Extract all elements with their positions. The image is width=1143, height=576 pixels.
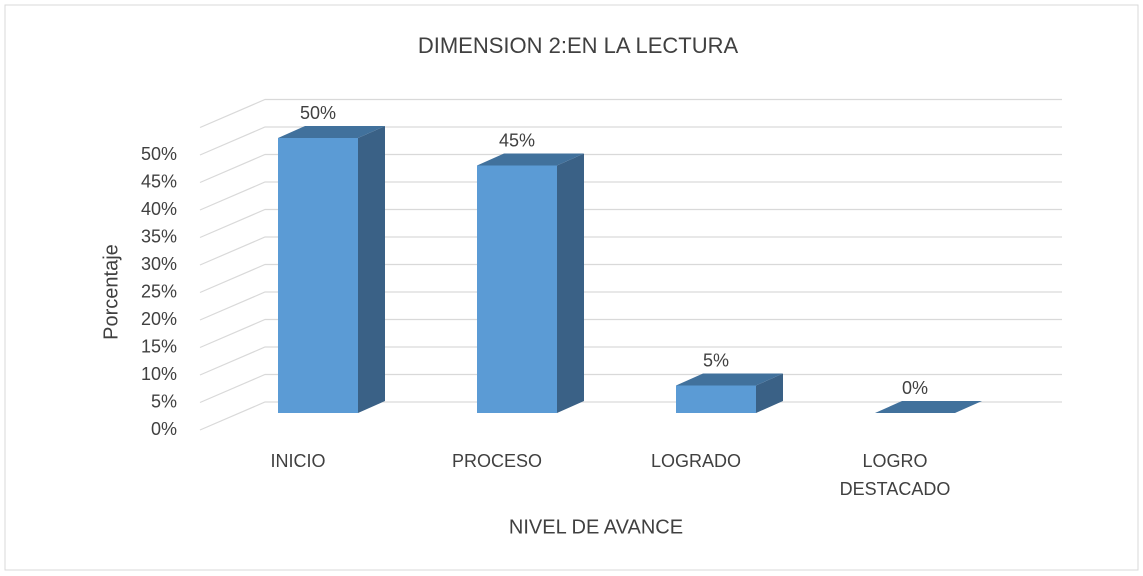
wall-edge [199,98,1062,129]
x-tick-label: LOGRO DESTACADO [840,451,951,499]
data-label: 5% [703,350,729,370]
grid-line [199,346,1062,376]
y-tick-label: 45% [141,171,177,191]
grid-line [199,153,1062,184]
y-tick-label: 25% [141,281,177,301]
bar-front [477,165,557,413]
grid-line [199,208,1062,239]
bar-front [278,138,358,413]
bar [875,401,982,413]
grid-line [199,373,1062,404]
x-tick-label: PROCESO [452,451,542,471]
y-tick-label: 10% [141,364,177,384]
bar-front [676,385,756,413]
bar-top [676,373,783,386]
bar-side [358,126,385,413]
data-label: 45% [499,130,535,150]
y-tick-label: 40% [141,199,177,219]
grid-line [199,318,1062,349]
y-tick-label: 35% [141,226,177,246]
bar [676,373,783,413]
bar-side [756,373,783,413]
data-label: 50% [300,103,336,123]
y-tick-label: 0% [151,419,177,439]
grid-line [199,263,1062,294]
x-axis-title: NIVEL DE AVANCE [509,516,683,538]
grid-line [199,291,1062,321]
bar-top [278,126,385,138]
bar-side [557,153,584,413]
y-axis-title: Porcentaje [100,244,122,340]
bar [477,153,584,413]
y-tick-label: 30% [141,254,177,274]
bar-top [477,153,584,166]
data-label: 0% [902,378,928,398]
x-tick-label: INICIO [270,451,325,471]
x-tick-label: LOGRADO [651,451,741,471]
y-tick-label: 5% [151,391,177,411]
chart-title: DIMENSION 2:EN LA LECTURA [418,33,739,58]
y-tick-label: 15% [141,336,177,356]
y-tick-label: 20% [141,309,177,329]
y-tick-label: 50% [141,144,177,164]
bar [278,126,385,413]
grid-line [199,181,1062,211]
grid-line [199,126,1062,156]
grid-line [199,401,1062,431]
bar-top [875,401,982,413]
grid-line [199,236,1062,266]
